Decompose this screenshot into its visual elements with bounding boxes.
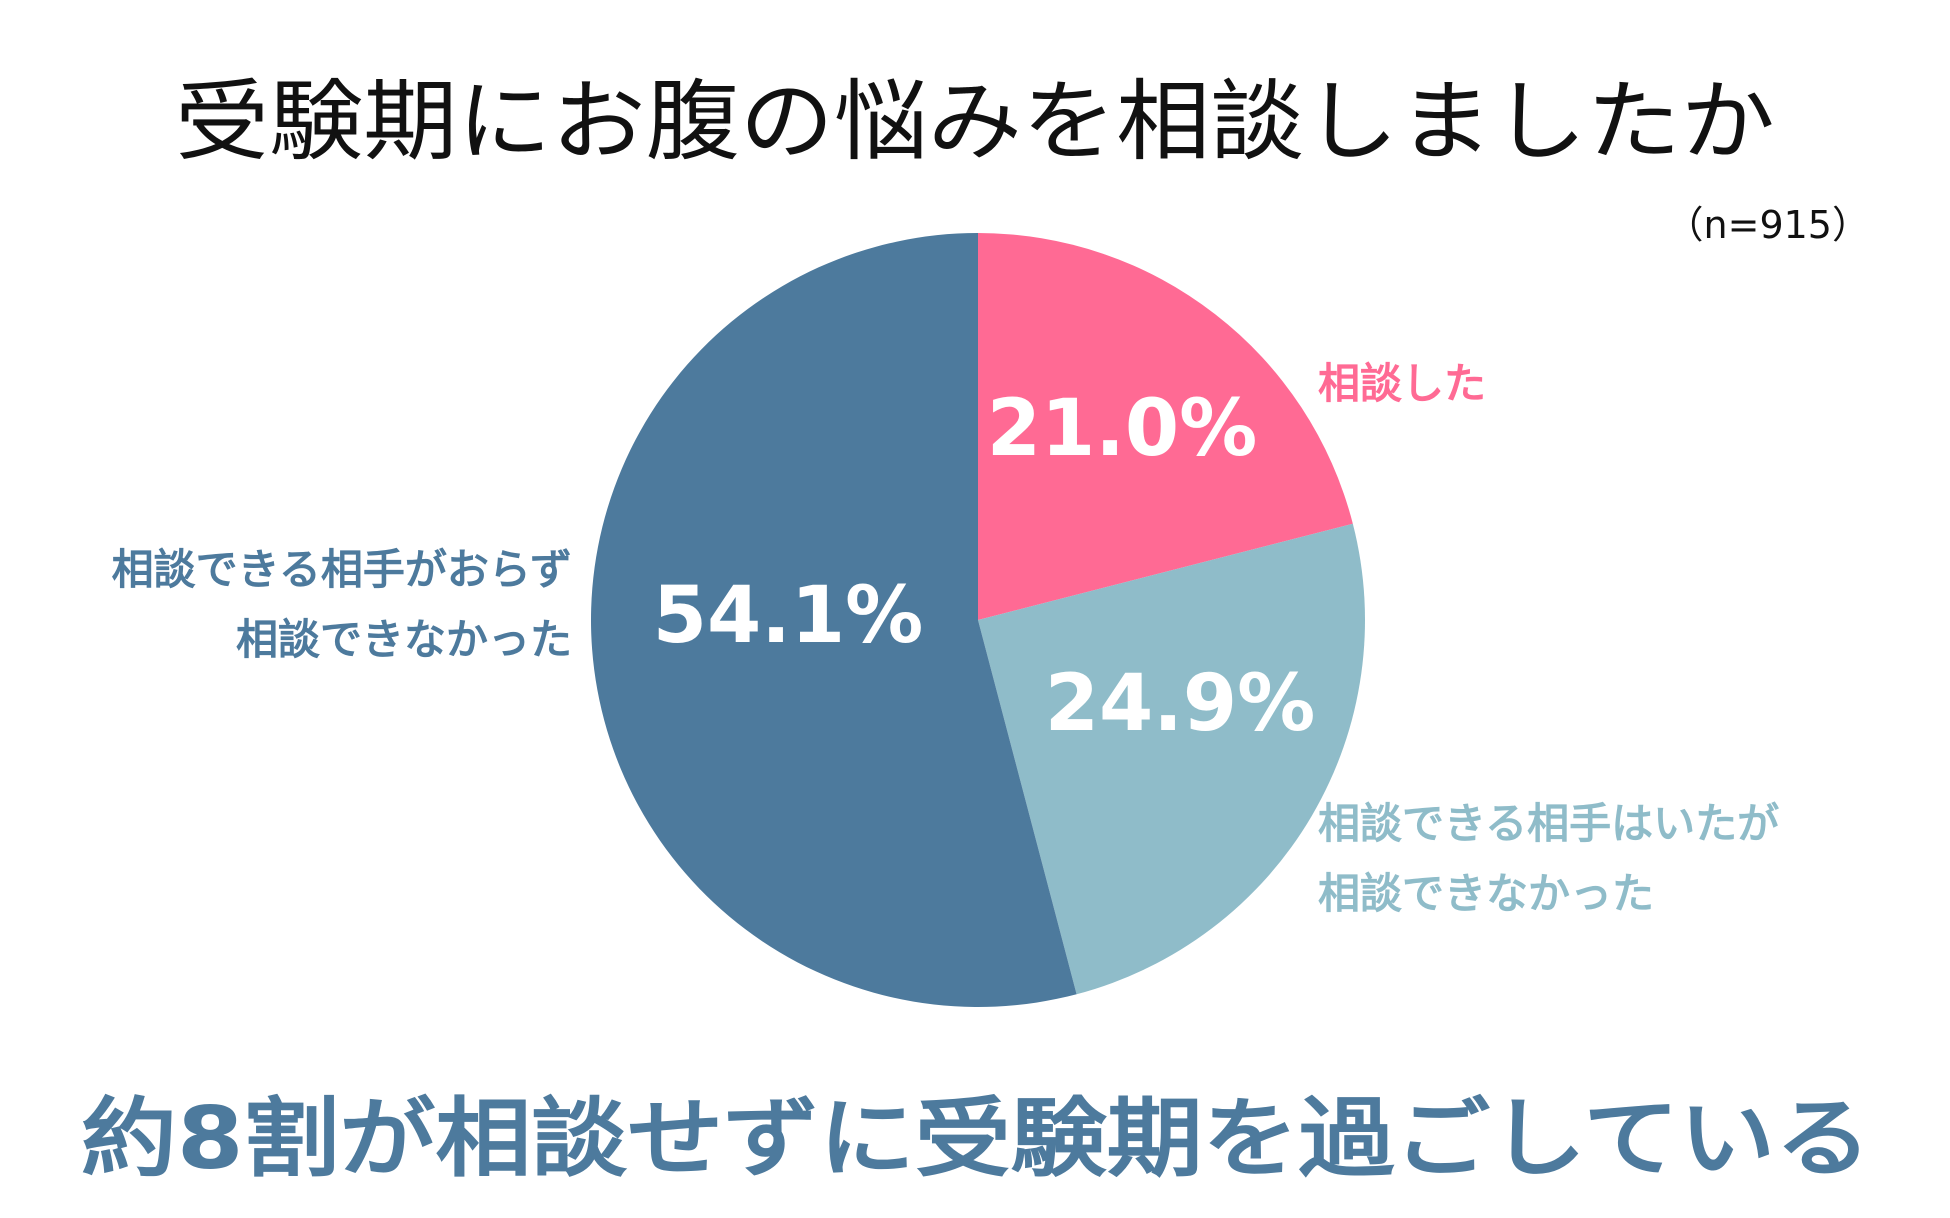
pie-slice-no-partner-not-consulted [590, 233, 1077, 1007]
data-label-consulted: 21.0% [987, 384, 1258, 474]
category-label-no-partner-not-consulted-line-1: 相談できる相手がおらず [112, 545, 572, 594]
data-label-had-partner-not-consulted: 24.9% [1045, 659, 1316, 749]
sample-size-note: （n=915） [1666, 203, 1870, 247]
category-labels: 相談した相談できる相手はいたが相談できなかった相談できる相手がおらず相談できなか… [112, 359, 1780, 918]
category-label-had-partner-not-consulted-line-1: 相談できる相手はいたが [1318, 799, 1779, 848]
pie-slice-consulted [978, 233, 1353, 620]
pie-slice-had-partner-not-consulted [978, 523, 1365, 995]
summary-headline: 約8割が相談せずに受験期を過ごしている [81, 1089, 1871, 1189]
chart-title: 受験期にお腹の悩みを相談しましたか [175, 70, 1775, 173]
percentage-labels: 21.0% 24.9% 54.1% [653, 384, 1316, 749]
category-label-consulted: 相談した [1318, 359, 1486, 408]
pie-chart [590, 233, 1365, 1007]
category-label-had-partner-not-consulted-line-2: 相談できなかった [1318, 869, 1654, 918]
data-label-no-partner-not-consulted: 54.1% [653, 571, 924, 661]
category-label-no-partner-not-consulted-line-2: 相談できなかった [236, 615, 572, 664]
